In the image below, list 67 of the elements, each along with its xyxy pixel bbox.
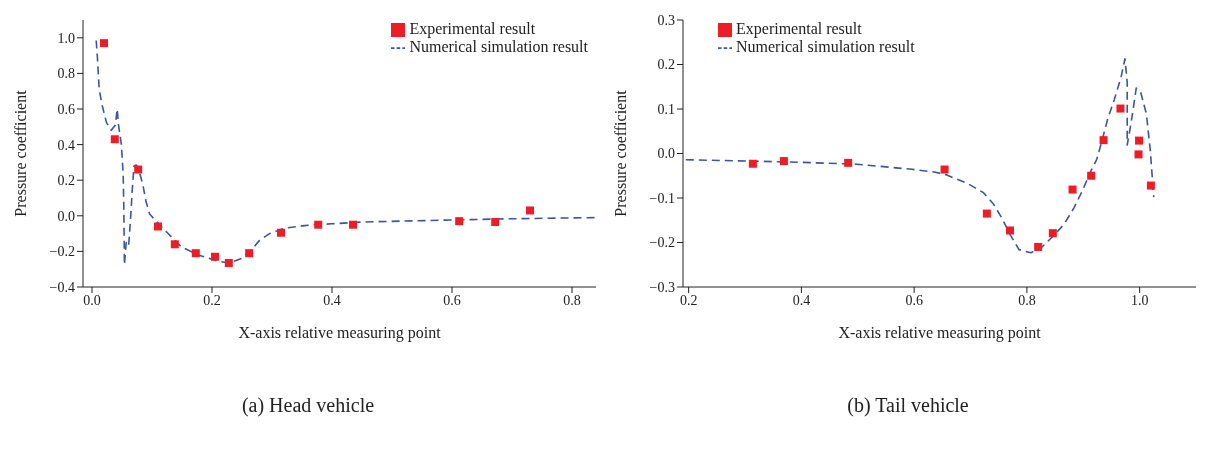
x-tick-label: 0.8 (563, 292, 581, 308)
point (134, 165, 143, 174)
y-axis-title: Pressure coefficient (611, 89, 629, 217)
point (982, 209, 991, 218)
y-tick-label: −0.3 (649, 279, 675, 295)
point (1034, 242, 1043, 251)
point (526, 206, 534, 215)
point (349, 220, 357, 229)
y-tick-label: −0.2 (49, 244, 75, 260)
legend-label: Numerical simulation result (736, 38, 915, 55)
legend-label: Experimental result (409, 20, 536, 37)
point (110, 135, 119, 144)
point (170, 240, 179, 249)
point (748, 159, 757, 168)
y-tick-label: −0.2 (649, 235, 675, 251)
x-tick-label: 0.4 (323, 292, 341, 308)
point (779, 157, 788, 166)
x-tick-label: 0.8 (1018, 292, 1036, 308)
x-tick-label: 0.2 (679, 292, 698, 308)
y-tick-label: 1.0 (57, 30, 75, 46)
y-tick-label: −0.1 (649, 190, 675, 206)
point (277, 228, 285, 237)
y-tick-label: 0.0 (57, 208, 75, 224)
y-tick-label: 0.1 (657, 101, 675, 117)
point (1116, 104, 1125, 113)
point (940, 165, 949, 174)
legend-label: Numerical simulation result (409, 38, 588, 55)
point (455, 217, 464, 226)
point (1135, 136, 1144, 145)
x-axis-title: X-axis relative measuring point (238, 324, 442, 342)
point (1048, 229, 1057, 238)
point (191, 249, 200, 258)
y-tick-label: 0.2 (657, 57, 675, 73)
x-tick-label: 0.6 (443, 292, 461, 308)
y-tick-label: 0.6 (57, 101, 75, 117)
y-tick-label: 0.0 (657, 146, 675, 162)
text: (b) Tail vehicle (846, 394, 970, 417)
point (491, 218, 500, 227)
line-series (95, 39, 596, 266)
legend-label: Experimental result (736, 20, 862, 37)
x-tick-label: 0.0 (83, 292, 101, 308)
y-tick-label: 0.2 (57, 173, 75, 189)
x-tick-label: 0.2 (203, 292, 221, 308)
point (1068, 185, 1077, 194)
line-series (685, 57, 1155, 254)
point (154, 222, 162, 231)
point (1099, 136, 1108, 145)
point (314, 220, 323, 229)
x-axis-title: X-axis relative measuring point (838, 324, 1042, 342)
x-tick-label: 0.4 (792, 292, 811, 308)
y-tick-label: −0.4 (49, 279, 75, 295)
point (1087, 171, 1096, 180)
point (1146, 181, 1155, 190)
y-axis-title: Pressure coefficient (11, 89, 29, 217)
point (224, 258, 233, 267)
x-tick-label: 0.6 (905, 292, 923, 308)
y-tick-label: 0.3 (657, 12, 675, 28)
point (245, 249, 254, 258)
point (100, 39, 108, 48)
point (211, 252, 219, 261)
point (1005, 226, 1014, 235)
point (844, 158, 853, 167)
y-tick-label: 0.8 (57, 66, 75, 82)
y-tick-label: 0.4 (57, 137, 75, 153)
x-tick-label: 1.0 (1130, 292, 1149, 308)
point (1134, 150, 1143, 159)
text: (a) Head vehicle (240, 394, 376, 417)
